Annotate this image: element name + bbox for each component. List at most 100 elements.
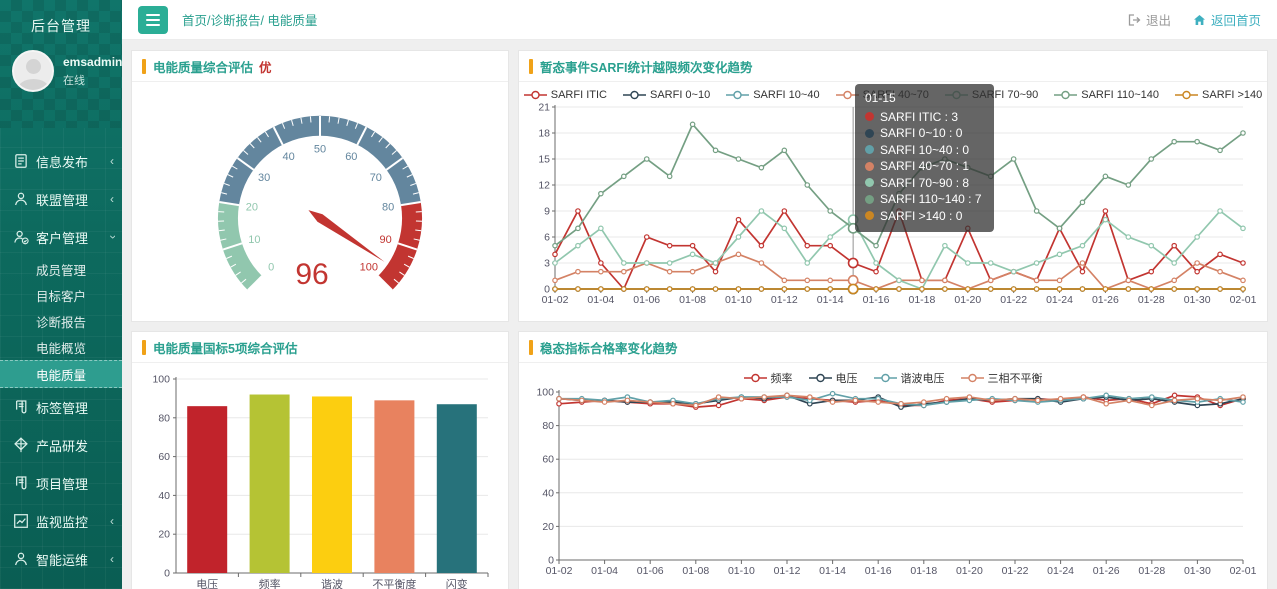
panel-quality-gauge: 电能质量综合评估 优 0 10 20 30 40 50 60 70 80 90 100 96: [131, 50, 509, 322]
legend-marker: [944, 90, 968, 100]
legend-marker: [622, 90, 646, 100]
chevron-left-icon: ‹: [110, 552, 114, 566]
svg-text:02-01: 02-01: [1230, 294, 1257, 306]
sidebar-item-2[interactable]: 客户管理 ‹: [0, 218, 122, 256]
svg-text:01-18: 01-18: [909, 294, 936, 306]
panel-title: 电能质量国标5项综合评估: [153, 341, 298, 356]
svg-text:12: 12: [538, 180, 550, 192]
header-accent-bar: [142, 339, 146, 355]
svg-text:50: 50: [314, 144, 326, 156]
panel-header: 电能质量综合评估 优: [132, 51, 508, 82]
sidebar-subitem-诊断报告[interactable]: 诊断报告: [36, 315, 87, 330]
bar-频率[interactable]: [249, 394, 290, 573]
sidebar-subitem-电能质量[interactable]: 电能质量: [0, 360, 122, 388]
sidebar-item-7[interactable]: 智能运维 ‹: [0, 540, 122, 578]
steady-rate-chart[interactable]: 0 20 40 60 80 100 01-02 01-04 01-06 01-08 01-10 01-…: [527, 386, 1257, 584]
legend-item-SARFI 0~10[interactable]: SARFI 0~10: [622, 89, 710, 101]
gauge-value: 96: [295, 258, 328, 291]
svg-text:01-10: 01-10: [728, 565, 755, 577]
sidebar-item-5[interactable]: 项目管理: [0, 464, 122, 502]
svg-text:01-08: 01-08: [682, 565, 709, 577]
legend-item-电压[interactable]: 电压: [808, 370, 858, 386]
legend-item-三相不平衡[interactable]: 三相不平衡: [960, 370, 1043, 386]
home-icon: [1193, 14, 1205, 25]
panel-title: 暂态事件SARFI统计越限频次变化趋势: [540, 60, 753, 75]
svg-text:20: 20: [158, 529, 170, 541]
sidebar-item-1[interactable]: 联盟管理 ‹: [0, 180, 122, 218]
sidebar-subitem-成员管理[interactable]: 成员管理: [36, 263, 87, 278]
sidebar-item-label: 标签管理: [36, 400, 89, 416]
svg-text:40: 40: [542, 487, 554, 499]
sidebar-item-label: 智能运维: [36, 552, 89, 568]
sidebar-item-0[interactable]: 信息发布 ‹: [0, 142, 122, 180]
svg-text:0: 0: [164, 568, 170, 580]
bar-闪变[interactable]: [436, 404, 477, 573]
svg-text:02-01: 02-01: [1230, 565, 1257, 577]
menu-toggle-button[interactable]: [138, 5, 168, 34]
svg-text:18: 18: [538, 128, 550, 140]
content-area: 电能质量综合评估 优 0 10 20 30 40 50 60 70 80 90 100 96 暂态事件…: [122, 41, 1277, 589]
legend-item-SARFI 40~70[interactable]: SARFI 40~70: [835, 89, 929, 101]
panel-title: 稳态指标合格率变化趋势: [540, 341, 678, 356]
svg-text:9: 9: [544, 206, 550, 218]
sarfi-trend-chart[interactable]: 0 3 6 9 12 15 18 21 01-02 01-04 01-06 01-08 01-10 01-…: [527, 101, 1257, 313]
logout-icon: [1128, 13, 1141, 26]
series-line-SARFI 40~70: [554, 253, 1244, 291]
person-icon: [13, 551, 29, 567]
grade-badge: 优: [259, 60, 272, 75]
svg-text:01-16: 01-16: [863, 294, 890, 306]
svg-text:15: 15: [538, 154, 550, 166]
bar-电压[interactable]: [187, 406, 228, 573]
kite-icon: [13, 437, 29, 453]
svg-text:01-24: 01-24: [1047, 565, 1074, 577]
svg-text:01-02: 01-02: [546, 565, 573, 577]
svg-text:01-14: 01-14: [819, 565, 846, 577]
svg-text:20: 20: [246, 202, 258, 214]
sidebar-item-6[interactable]: 监视监控 ‹: [0, 502, 122, 540]
legend-item-SARFI >140[interactable]: SARFI >140: [1175, 89, 1262, 101]
svg-text:80: 80: [382, 202, 394, 214]
bar-谐波[interactable]: [312, 396, 352, 573]
sidebar-item-3[interactable]: 标签管理: [0, 388, 122, 426]
bar-chart-body: 0 20 40 60 80 100 电压 频率 谐波 不平衡度 闪变: [132, 363, 508, 589]
sidebar-item-label: 联盟管理: [36, 192, 89, 208]
legend-item-谐波电压[interactable]: 谐波电压: [873, 370, 945, 386]
svg-text:01-18: 01-18: [910, 565, 937, 577]
legend-item-频率[interactable]: 频率: [743, 370, 793, 386]
legend-item-SARFI 10~40[interactable]: SARFI 10~40: [726, 89, 820, 101]
legend-item-SARFI ITIC[interactable]: SARFI ITIC: [523, 89, 607, 101]
svg-text:01-30: 01-30: [1184, 294, 1211, 306]
gauge-needle: [308, 210, 385, 262]
svg-text:20: 20: [542, 521, 554, 533]
header-accent-bar: [529, 339, 533, 355]
svg-text:电压: 电压: [196, 578, 218, 589]
logout-button[interactable]: 退出: [1128, 10, 1171, 29]
user-info: emsadmin 在线: [0, 36, 122, 92]
sidebar-subitem-目标客户[interactable]: 目标客户: [36, 289, 87, 304]
svg-text:100: 100: [536, 387, 554, 399]
chevron-left-icon: ‹: [110, 514, 114, 528]
chevron-down-icon: ‹: [105, 235, 119, 239]
sidebar-item-8[interactable]: 账号管理: [0, 578, 122, 589]
sidebar-menu: 信息发布 ‹ 联盟管理 ‹ 客户管理 ‹ 成员管理 目标客户 诊断报告 电能概览 电能质量 标签管理产…: [0, 142, 122, 589]
sidebar-subitem-电能概览[interactable]: 电能概览: [36, 341, 87, 356]
doc-icon: [13, 153, 29, 169]
bar-不平衡度[interactable]: [374, 400, 415, 573]
user-status: 在线: [63, 74, 85, 87]
svg-text:01-20: 01-20: [954, 294, 981, 306]
svg-text:01-04: 01-04: [591, 565, 618, 577]
gb5-eval-chart[interactable]: 0 20 40 60 80 100 电压 频率 谐波 不平衡度 闪变: [140, 367, 500, 589]
avatar[interactable]: [12, 50, 54, 92]
chart-legend: 频率 电压 谐波电压 三相不平衡: [527, 367, 1259, 386]
legend-item-SARFI 110~140[interactable]: SARFI 110~140: [1054, 89, 1159, 101]
svg-text:01-26: 01-26: [1092, 294, 1119, 306]
quality-gauge-chart[interactable]: 0 10 20 30 40 50 60 70 80 90 100 96: [140, 86, 500, 321]
svg-text:01-22: 01-22: [1000, 294, 1027, 306]
legend-marker: [743, 373, 767, 383]
home-button[interactable]: 返回首页: [1193, 10, 1261, 29]
chevron-left-icon: ‹: [110, 154, 114, 168]
legend-item-SARFI 70~90[interactable]: SARFI 70~90: [944, 89, 1038, 101]
sidebar-item-4[interactable]: 产品研发: [0, 426, 122, 464]
panel-gb5-bars: 电能质量国标5项综合评估 0 20 40 60 80 100 电压 频率 谐波 不平衡度 闪变: [131, 331, 509, 589]
svg-text:01-12: 01-12: [774, 565, 801, 577]
